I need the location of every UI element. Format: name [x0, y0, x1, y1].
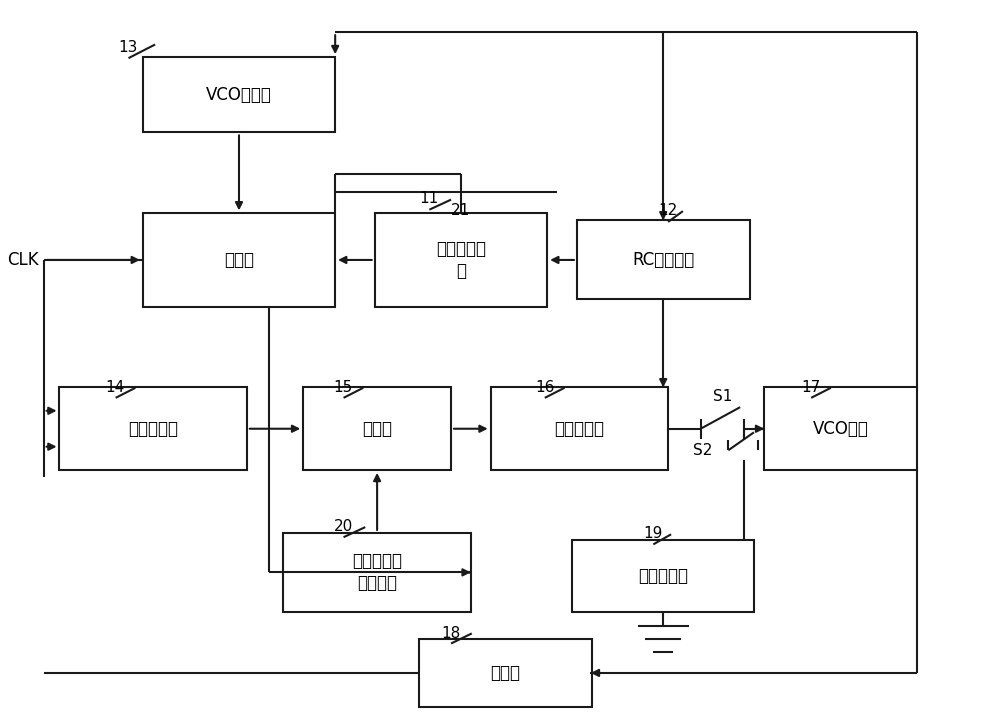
Bar: [491, 387, 668, 470]
Bar: [143, 57, 335, 133]
Text: 环路滤波器: 环路滤波器: [554, 420, 604, 438]
Text: VCO频率计: VCO频率计: [206, 86, 272, 104]
Text: 11: 11: [420, 191, 439, 206]
Bar: [59, 387, 247, 470]
Text: 18: 18: [441, 626, 460, 640]
Text: 20: 20: [334, 519, 353, 534]
Text: 17: 17: [801, 380, 821, 395]
Text: 13: 13: [119, 40, 138, 56]
Text: 电荷泵: 电荷泵: [362, 420, 392, 438]
Text: 16: 16: [535, 380, 554, 395]
Text: CLK: CLK: [7, 251, 39, 269]
Bar: [572, 540, 754, 612]
Text: VCO单元: VCO单元: [813, 420, 869, 438]
Text: 14: 14: [106, 380, 125, 395]
Bar: [303, 387, 451, 470]
Text: 19: 19: [643, 526, 663, 541]
Bar: [283, 533, 471, 612]
Text: S2: S2: [693, 443, 712, 458]
Text: S1: S1: [713, 389, 732, 404]
Text: 偏置电压源: 偏置电压源: [638, 567, 688, 585]
Text: 分频器: 分频器: [490, 664, 520, 682]
Text: 电荷泵电流
源生成器: 电荷泵电流 源生成器: [352, 552, 402, 593]
Text: 控制器: 控制器: [224, 251, 254, 269]
Bar: [577, 221, 750, 299]
Bar: [143, 213, 335, 306]
Text: RC校准电路: RC校准电路: [632, 251, 694, 269]
Bar: [764, 387, 917, 470]
Text: 21: 21: [451, 203, 470, 218]
Text: 电压采样电
路: 电压采样电 路: [436, 240, 486, 280]
Text: 12: 12: [658, 203, 678, 218]
Text: 15: 15: [334, 380, 353, 395]
Text: 鉴频鉴相器: 鉴频鉴相器: [128, 420, 178, 438]
Bar: [375, 213, 547, 306]
Bar: [419, 639, 592, 707]
